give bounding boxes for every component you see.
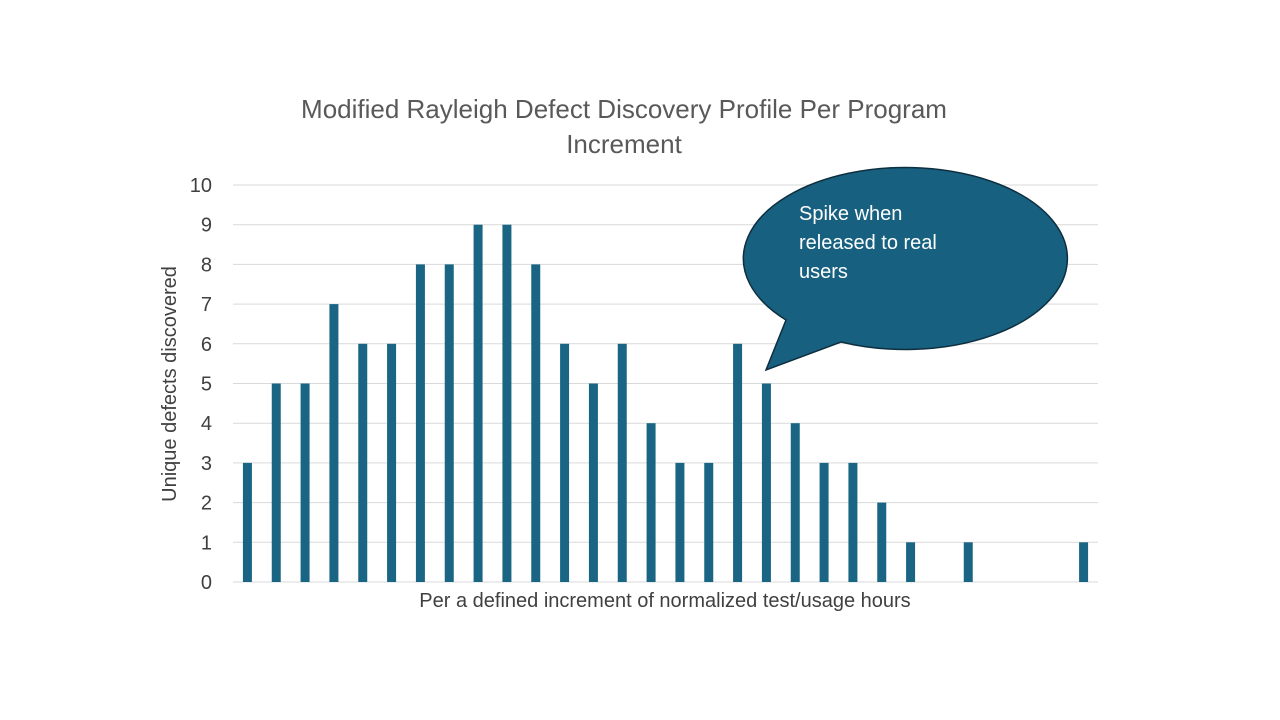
bar <box>733 343 743 582</box>
callout-bubble <box>742 166 1069 372</box>
bar <box>242 462 252 582</box>
y-axis-title: Unique defects discovered <box>159 266 181 502</box>
bar <box>819 462 829 582</box>
bar <box>617 343 627 582</box>
y-tick-label: 5 <box>201 374 212 396</box>
bar <box>271 383 281 582</box>
bar <box>906 542 916 582</box>
bar <box>848 462 858 582</box>
bar <box>300 383 310 582</box>
bar <box>560 343 570 582</box>
chart-title: Modified Rayleigh Defect Discovery Profi… <box>301 94 947 159</box>
bar <box>358 343 368 582</box>
y-tick-label: 6 <box>201 334 212 356</box>
y-tick-label: 4 <box>201 413 212 435</box>
bar <box>531 264 541 582</box>
chart-title-line-1: Modified Rayleigh Defect Discovery Profi… <box>301 94 947 124</box>
y-tick-label: 7 <box>201 294 212 316</box>
bar <box>329 304 339 582</box>
bar <box>963 542 973 582</box>
callout-line-2: released to real <box>799 232 937 254</box>
bar <box>415 264 425 582</box>
y-tick-label: 3 <box>201 453 212 475</box>
bar <box>588 383 598 582</box>
y-tick-label: 8 <box>201 254 212 276</box>
bar <box>1079 542 1089 582</box>
y-axis-ticks: 0 1 2 3 4 5 6 7 8 9 10 <box>190 175 212 594</box>
bar <box>473 224 483 582</box>
bar <box>444 264 454 582</box>
bar <box>502 224 512 582</box>
bar <box>675 462 685 582</box>
bar <box>877 502 887 582</box>
y-tick-label: 0 <box>201 572 212 594</box>
y-tick-label: 2 <box>201 493 212 515</box>
bar <box>646 423 656 582</box>
bar <box>704 462 714 582</box>
bar-series <box>242 224 1089 582</box>
y-tick-label: 9 <box>201 215 212 237</box>
callout-line-3: users <box>799 261 848 283</box>
annotation-callout: Spike when released to real users <box>742 166 1069 372</box>
y-tick-label: 1 <box>201 532 212 554</box>
bar <box>761 383 771 582</box>
bar <box>387 343 397 582</box>
chart-title-line-2: Increment <box>566 129 682 159</box>
x-axis-title: Per a defined increment of normalized te… <box>419 590 910 612</box>
y-tick-label: 10 <box>190 175 212 197</box>
bar <box>790 423 800 582</box>
callout-line-1: Spike when <box>799 203 902 225</box>
